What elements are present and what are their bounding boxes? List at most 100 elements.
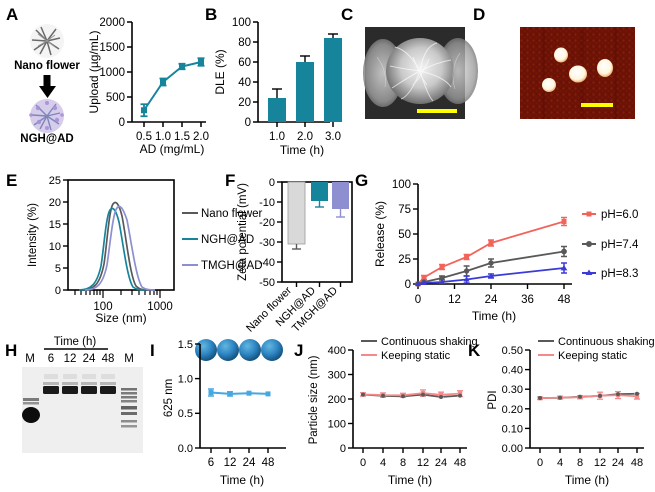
panelI-xtick-24: 24 [243,457,256,469]
ngh-ad-icon [29,99,64,133]
panelB-bars [268,38,342,122]
panelE-xtick-100: 100 [93,301,112,313]
panelB-ytick-0: 0 [245,117,251,129]
panelF-ytick-n40: -40 [259,257,275,269]
panelK-xtick-4: 4 [557,457,563,469]
panelI-xtick-6: 6 [208,457,214,469]
panel-label-D: D [473,5,486,24]
panelI-ytick-10: 1.0 [178,374,193,386]
panelH-lane-M2: M [124,353,134,365]
panel-label-G: G [355,171,369,190]
panelK-xtick-8: 8 [577,457,583,469]
panelK-xtick-0: 0 [537,457,543,469]
panelA-plot: 0 500 1000 1500 2000 0.5 1.0 1.5 2.0 [87,17,209,156]
panelI-ytick-05: 0.5 [178,408,193,420]
panelJ-xtick-24: 24 [435,457,447,469]
afm-particle [554,47,568,63]
panelH-marker-lane-left [22,398,40,423]
panelF-bars [287,181,349,245]
panelB-chart: 0 20 40 60 80 100 1.0 2.0 [210,10,342,157]
panelA-ytick-0: 0 [119,117,125,129]
panelF-ytick-n10: -10 [259,197,275,209]
panelF-ytick-n50: -50 [259,277,275,289]
panelA-ytick-500: 500 [106,92,125,104]
panelH-bands [43,386,116,394]
panelG-xtick-12: 12 [448,294,461,306]
panelD-afm-image [520,27,635,119]
panelG-plot: 0 25 50 75 100 0 12 24 36 48 [373,179,639,323]
panelA-xlabel: AD (mg/mL) [140,142,205,156]
panelE-xtick-1000: 1000 [147,301,173,313]
panelA-ytick-1000: 1000 [99,67,125,79]
panelK-xtick-12: 12 [594,457,606,469]
panelB-ytick-20: 20 [238,97,251,109]
panelJ-xtick-8: 8 [400,457,406,469]
panelA-schematic: Nano flower NGH@AD [8,22,86,145]
panelK-legend: Continuous shaking Keeping static [538,336,655,362]
panel-label-F: F [225,171,236,190]
legend-label-static: Keeping static [381,350,451,362]
panelG-ytick-100: 100 [392,179,411,191]
panelF-chart: 0 -10 -20 -30 -40 -50 [232,172,367,335]
panelK-xlabel: Time (h) [565,473,609,487]
panelH-lane-M1: M [25,353,35,365]
panelE-legend: Nano flower NGH@AD TMGH@AD [182,208,263,272]
panelK-ytick-020: 0.20 [502,404,523,416]
panelG-ytick-0: 0 [405,279,411,291]
panelI-ytick-0: 0.0 [178,443,193,455]
panelK-ytick-040: 0.40 [502,365,523,377]
panelK-ylabel: PDI [487,390,499,409]
afm-particle [597,59,613,77]
legend-label-static: Keeping static [558,350,628,362]
panelB-xtick-1: 1.0 [269,131,285,143]
panelA-xtick-2: 1.0 [155,131,171,143]
panelH-marker-lane-right [121,388,137,428]
panelK-line-static [539,394,638,400]
panel-label-H: H [5,341,18,360]
panelG-ytick-75: 75 [398,204,411,216]
legend-label-nanoflower: Nano flower [201,208,263,220]
panelJ-xtick-4: 4 [380,457,386,469]
panel-label-I: I [150,341,155,360]
panelE-ylabel: Intensity (%) [27,203,39,267]
nghad-caption: NGH@AD [20,133,73,145]
panelB-plot: 0 20 40 60 80 100 1.0 2.0 [213,17,342,157]
panelI-line [210,391,269,395]
panelF-ylabel: Zeta potential (mV) [237,183,249,281]
panelJ-xlabel: Time (h) [388,473,432,487]
panelI-plot: 0.0 0.5 1.0 1.5 6 12 24 48 [163,339,286,487]
afm-particle [542,78,556,92]
panel-label-E: E [6,171,18,190]
panelE-curve-nghad [78,207,146,291]
panelH-group-header: Time (h) [54,336,97,348]
panelB-ytick-80: 80 [238,37,251,49]
panelJ-ylabel: Particle size (nm) [308,355,320,444]
panelE-ytick-0: 0 [55,285,61,297]
nanoflower-icon [30,24,64,58]
legend-label-ph83: pH=8.3 [601,268,638,280]
panel-label-A: A [6,5,19,24]
panelG-xtick-48: 48 [558,294,571,306]
panelJ-xtick-48: 48 [454,457,466,469]
panelB-ytick-60: 60 [238,57,251,69]
panelK-xtick-48: 48 [631,457,643,469]
panelG-xtick-36: 36 [521,294,534,306]
panelG-chart: 0 25 50 75 100 0 12 24 36 48 [370,172,655,324]
panelC-sem-image [363,27,478,119]
panelE-curve-nanoflower [81,201,149,291]
panelK-ytick-030: 0.30 [502,384,523,396]
afm-particle [569,65,587,83]
panelB-xtick-3: 3.0 [325,131,341,143]
panelI-xlabel: Time (h) [220,473,264,487]
panelA-ytick-1500: 1500 [99,42,125,54]
panelA-xtick-4: 2.0 [193,131,209,143]
panelJ-xtick-12: 12 [417,457,429,469]
legend-marker-ph74 [586,241,592,247]
panelI-well-photos [195,339,283,361]
panelE-ytick-10: 10 [49,241,61,253]
panelG-legend: pH=6.0 pH=7.4 pH=8.3 [582,209,639,280]
panelE-curve-tmghad [84,205,156,291]
panelK-chart: 0.00 0.10 0.20 0.30 0.40 0.50 0 4 8 12 2… [480,336,655,488]
panelH-lane-48: 48 [102,353,115,365]
